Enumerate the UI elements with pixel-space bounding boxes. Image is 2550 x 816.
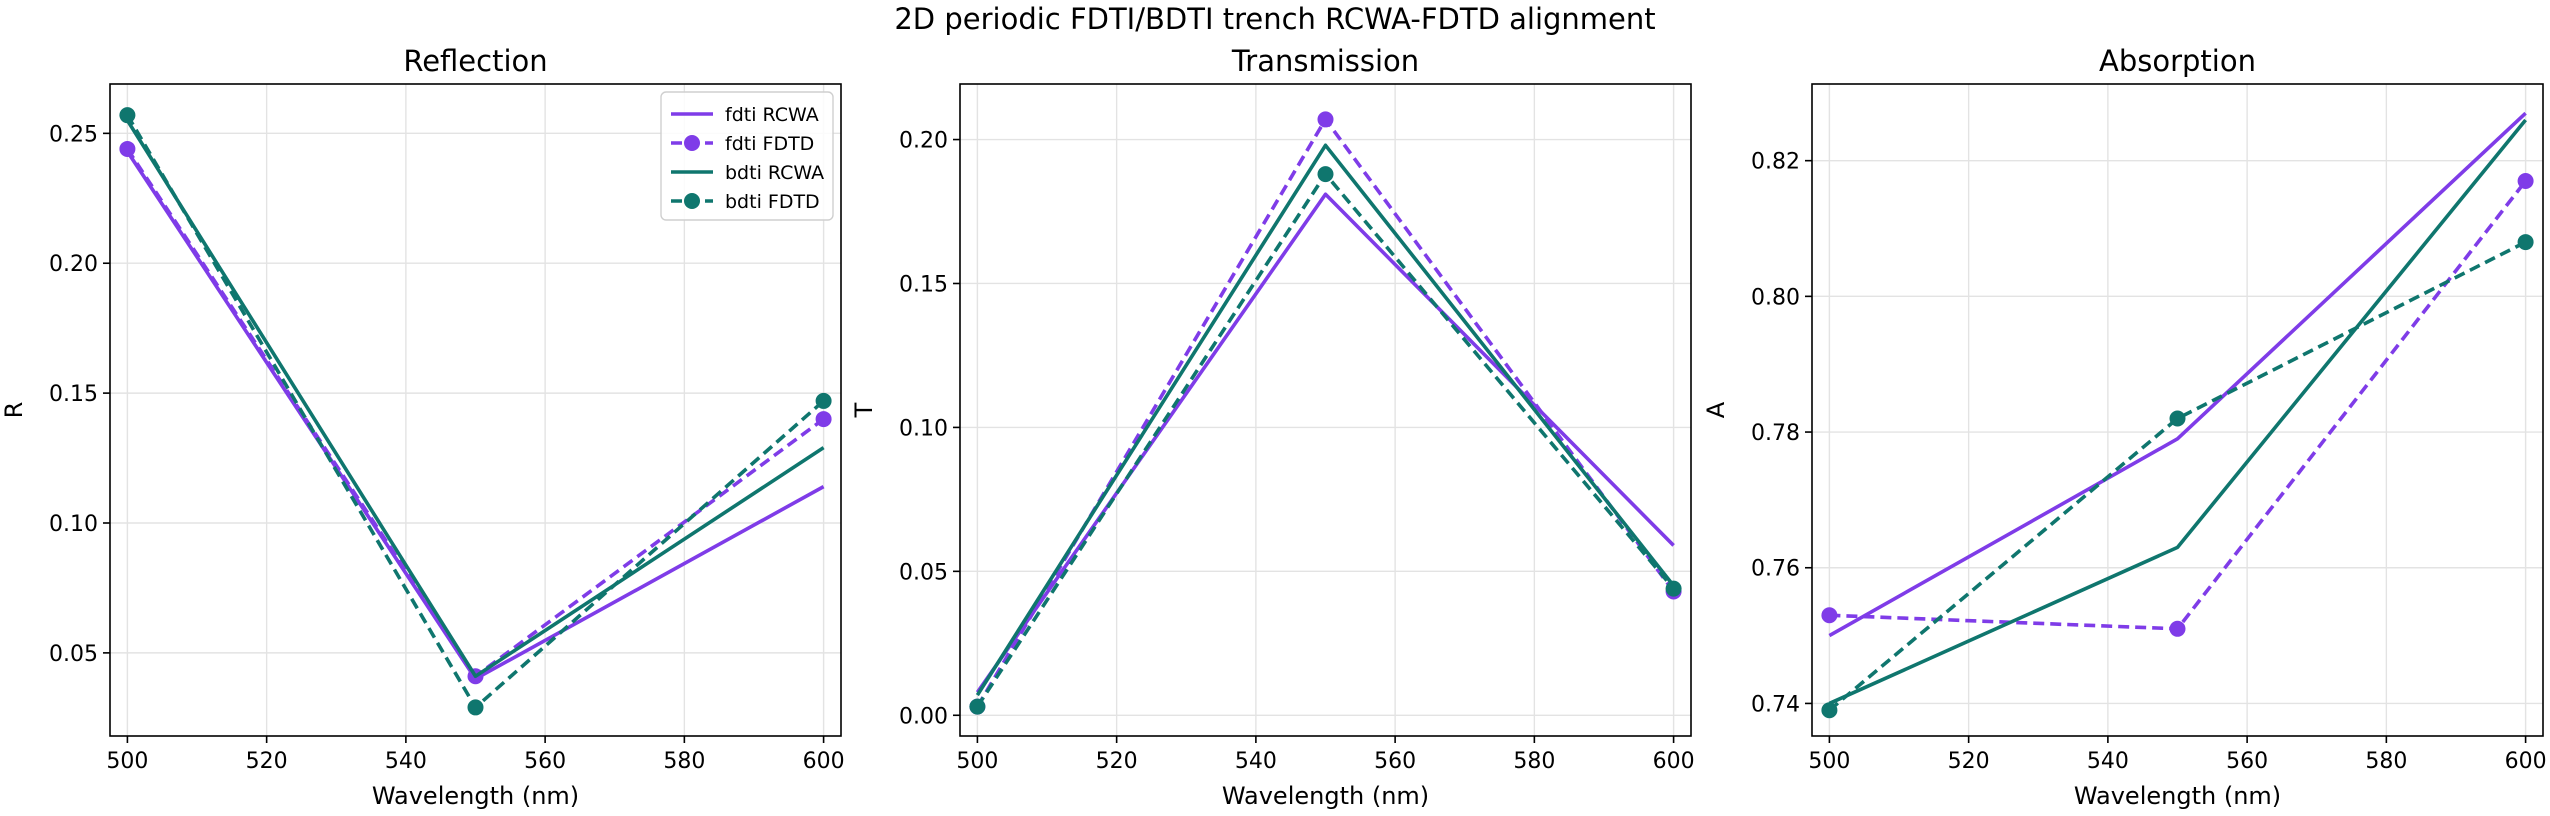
x-tick-label: 520: [246, 749, 288, 774]
y-tick-label: 0.76: [1751, 557, 1800, 582]
x-tick-label: 500: [956, 749, 998, 774]
figure-title: 2D periodic FDTI/BDTI trench RCWA-FDTD a…: [894, 2, 1655, 36]
y-tick-label: 0.78: [1751, 421, 1800, 446]
y-tick-label: 0.10: [49, 512, 98, 537]
x-tick-label: 600: [2505, 749, 2547, 774]
legend-entry: bdti RCWA: [725, 162, 824, 184]
axes-frame: [109, 83, 842, 737]
axes-frame: [1811, 83, 2544, 737]
data-point: [2517, 234, 2534, 251]
series-line-fdti-rcwa: [1828, 111, 2527, 638]
data-point: [1317, 166, 1334, 183]
y-tick-label: 0.15: [899, 272, 948, 297]
x-tick-label: 520: [1948, 749, 1990, 774]
data-point: [815, 392, 832, 409]
x-tick-label: 580: [1513, 749, 1555, 774]
data-point: [1821, 607, 1838, 624]
data-point: [815, 411, 832, 428]
y-axis-label: A: [1702, 401, 1730, 418]
y-tick-label: 0.82: [1751, 150, 1800, 175]
y-tick-label: 0.20: [899, 129, 948, 154]
data-point: [119, 140, 136, 157]
x-tick-label: 580: [663, 749, 705, 774]
series-line-fdti-fdtd: [975, 117, 1676, 708]
x-tick-label: 600: [1653, 749, 1695, 774]
panel-title: Absorption: [2099, 44, 2256, 78]
legend-entry: bdti FDTD: [725, 191, 820, 213]
y-tick-label: 0.05: [899, 560, 948, 585]
panel-transmission: 500 520 540 560 580 600 0.00 0.05 0.10 0.15 0.20 Tr…: [850, 44, 1695, 810]
x-axis-label: Wavelength (nm): [2074, 782, 2281, 810]
series-line-fdti-rcwa: [975, 192, 1675, 694]
y-axis-label: R: [0, 402, 28, 419]
panel-title: Reflection: [403, 44, 547, 78]
panel-absorption: 500 520 540 560 580 600 0.74 0.76 0.78 0.80 0.82 Ab…: [1702, 44, 2547, 810]
series-line-bdti-rcwa: [125, 119, 825, 679]
data-point: [1317, 111, 1334, 128]
series-line-fdti-fdtd: [125, 147, 825, 679]
legend-entry: fdti RCWA: [725, 104, 819, 126]
x-tick-label: 520: [1096, 749, 1138, 774]
y-tick-label: 0.80: [1751, 285, 1800, 310]
series-line-bdti-fdtd: [1828, 240, 2527, 712]
y-axis-label: T: [850, 402, 878, 418]
data-point: [969, 698, 986, 715]
x-tick-label: 500: [106, 749, 148, 774]
data-point: [1821, 702, 1838, 719]
panels: 500 520 540 560 580 600 0.05 0.10 0.15 0.20 0.25 Re…: [0, 44, 2547, 810]
x-tick-label: 560: [524, 749, 566, 774]
x-tick-label: 540: [2087, 749, 2129, 774]
y-tick-label: 0.20: [49, 252, 98, 277]
y-tick-label: 0.10: [899, 416, 948, 441]
x-axis-label: Wavelength (nm): [372, 782, 579, 810]
series-line-bdti-rcwa: [975, 143, 1676, 697]
y-tick-label: 0.00: [899, 704, 948, 729]
y-tick-label: 0.74: [1751, 692, 1800, 717]
series-line-bdti-rcwa: [1828, 118, 2527, 706]
x-axis-label: Wavelength (nm): [1222, 782, 1429, 810]
x-tick-label: 540: [385, 749, 427, 774]
x-tick-label: 500: [1808, 749, 1850, 774]
data-point: [2169, 410, 2186, 427]
y-tick-label: 0.05: [49, 642, 98, 667]
y-tick-label: 0.25: [49, 122, 98, 147]
series-line-fdti-rcwa: [125, 150, 825, 681]
panel-reflection: 500 520 540 560 580 600 0.05 0.10 0.15 0.20 0.25 Re…: [0, 44, 845, 810]
x-tick-label: 600: [803, 749, 845, 774]
data-point: [1665, 580, 1682, 597]
x-tick-label: 580: [2365, 749, 2407, 774]
y-tick-label: 0.15: [49, 382, 98, 407]
x-tick-label: 560: [1374, 749, 1416, 774]
x-tick-label: 560: [2226, 749, 2268, 774]
x-tick-label: 540: [1235, 749, 1277, 774]
legend-entry: fdti FDTD: [725, 133, 814, 155]
legend-marker: [684, 193, 700, 209]
data-point: [2169, 620, 2186, 637]
data-point: [2517, 173, 2534, 190]
panel-title: Transmission: [1231, 44, 1419, 78]
legend-box: [660, 91, 834, 221]
data-point: [119, 107, 136, 124]
legend-marker: [684, 135, 700, 151]
data-point: [467, 699, 484, 716]
axes-frame: [959, 83, 1692, 737]
